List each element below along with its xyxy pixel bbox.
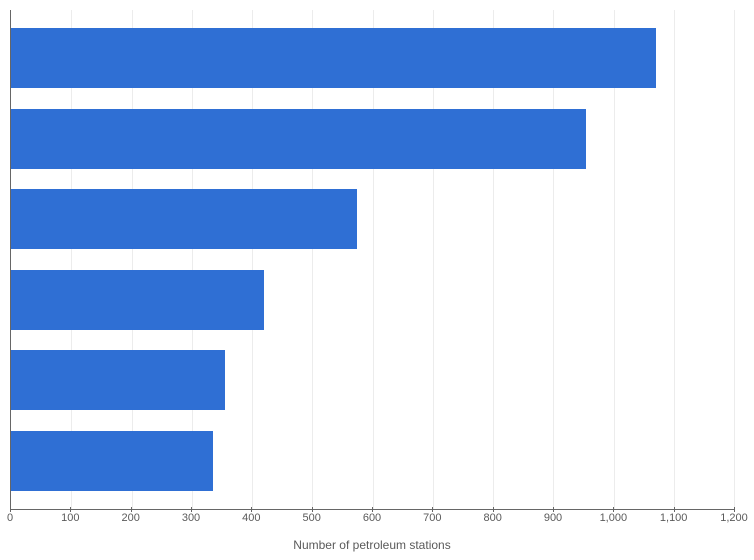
bar [11, 270, 264, 330]
bar-row [11, 350, 734, 410]
x-tick-label: 700 [423, 512, 441, 524]
bars-group [11, 10, 734, 509]
bar [11, 431, 213, 491]
x-tick-label: 1,200 [720, 512, 748, 524]
bar-row [11, 431, 734, 491]
bar [11, 189, 357, 249]
x-tick-label: 1,000 [600, 512, 628, 524]
chart-container: 0 100 200 300 400 500 600 700 800 900 1,000 1,100 1,… [0, 0, 754, 560]
x-tick-label: 200 [121, 512, 139, 524]
x-axis-title: Number of petroleum stations [10, 538, 734, 552]
bar-row [11, 109, 734, 169]
bar [11, 350, 225, 410]
gridline [734, 10, 735, 509]
x-tick-label: 0 [7, 512, 13, 524]
x-axis: 01002003004005006007008009001,0001,1001,… [10, 512, 734, 530]
x-tick-label: 100 [61, 512, 79, 524]
x-tick-label: 400 [242, 512, 260, 524]
x-tick-label: 800 [483, 512, 501, 524]
bar [11, 28, 656, 88]
x-tick-label: 300 [182, 512, 200, 524]
bar-row [11, 189, 734, 249]
plot-area [10, 10, 734, 510]
x-tick-label: 900 [544, 512, 562, 524]
bar [11, 109, 586, 169]
x-tick-label: 500 [302, 512, 320, 524]
bar-row [11, 28, 734, 88]
bar-row [11, 270, 734, 330]
x-tick-label: 600 [363, 512, 381, 524]
x-tick-label: 1,100 [660, 512, 688, 524]
